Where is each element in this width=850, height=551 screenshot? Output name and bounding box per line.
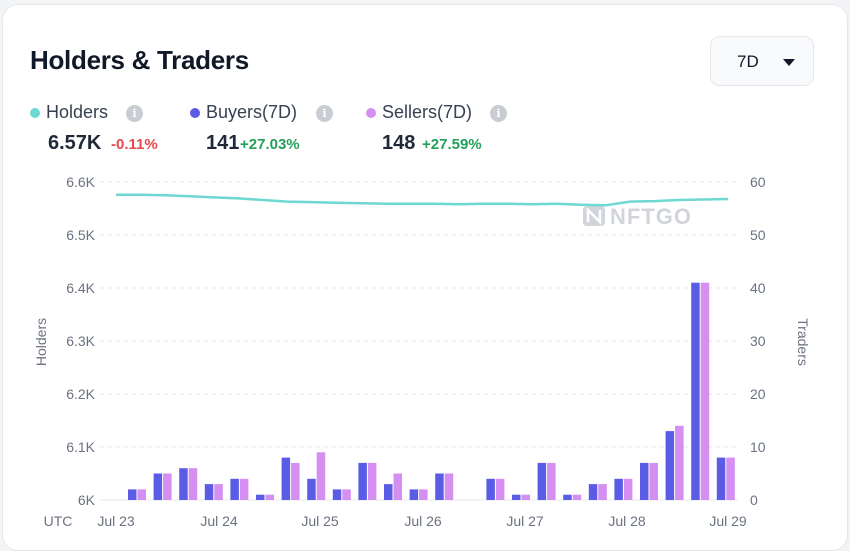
buyers-bar bbox=[486, 478, 495, 500]
left-axis-ticks: 6K 6.1K 6.2K 6.3K 6.4K 6.5K 6.6K bbox=[66, 174, 95, 508]
right-axis-tick-label: 40 bbox=[750, 280, 766, 296]
sellers-bar bbox=[726, 457, 735, 500]
buyers-bar bbox=[204, 484, 214, 500]
chevron-down-icon bbox=[783, 59, 795, 66]
x-axis-tick-label: Jul 25 bbox=[301, 513, 339, 529]
sellers-bar bbox=[623, 478, 633, 500]
info-icon[interactable]: i bbox=[316, 105, 333, 122]
buyers-bar bbox=[409, 489, 419, 500]
holders-line bbox=[116, 193, 729, 207]
sellers-bar bbox=[521, 494, 530, 500]
sellers-value: 148 bbox=[382, 132, 416, 154]
buyers-bar bbox=[384, 484, 393, 500]
sellers-label: Sellers(7D) bbox=[382, 102, 473, 122]
holders-change: -0.11% bbox=[111, 136, 158, 153]
buyers-bar bbox=[537, 462, 547, 500]
right-axis-tick-label: 10 bbox=[750, 439, 766, 455]
buyers-bar bbox=[435, 473, 444, 500]
right-axis-ticks: 0 10 20 30 40 50 60 bbox=[750, 174, 766, 508]
sellers-legend-dot bbox=[366, 108, 376, 118]
buyers-bar bbox=[588, 484, 598, 500]
sellers-bar bbox=[393, 473, 402, 500]
sellers-bar bbox=[419, 489, 428, 500]
period-dropdown[interactable]: 7D bbox=[710, 36, 814, 86]
sellers-bar bbox=[367, 462, 377, 500]
buyers-bar bbox=[179, 468, 188, 500]
buyers-bar bbox=[153, 473, 163, 500]
x-axis-tick-label: Jul 23 bbox=[97, 513, 135, 529]
chart-grid bbox=[100, 181, 738, 501]
buyers-bar bbox=[281, 457, 291, 500]
x-axis-tick-label: Jul 29 bbox=[709, 513, 747, 529]
sellers-bar bbox=[444, 473, 454, 500]
holders-value: 6.57K bbox=[48, 132, 102, 154]
buyers-change: +27.03% bbox=[240, 136, 300, 153]
left-axis-tick-label: 6.4K bbox=[66, 280, 95, 296]
card-title: Holders & Traders bbox=[30, 45, 249, 75]
sellers-bar bbox=[495, 478, 505, 500]
holders-legend-dot bbox=[30, 108, 40, 118]
left-axis-title: Holders bbox=[33, 318, 49, 366]
sellers-bar bbox=[137, 489, 146, 500]
left-axis-tick-label: 6.2K bbox=[66, 386, 95, 402]
sellers-bar bbox=[649, 462, 658, 500]
buyers-legend-dot bbox=[190, 108, 200, 118]
sellers-bar bbox=[700, 282, 710, 500]
right-axis-title: Traders bbox=[795, 318, 811, 366]
right-axis-tick-label: 30 bbox=[750, 333, 766, 349]
buyers-bar bbox=[640, 462, 649, 500]
sellers-bar bbox=[188, 468, 198, 500]
x-axis-tick-label: Jul 27 bbox=[506, 513, 544, 529]
x-axis-tick-label: UTC bbox=[44, 513, 73, 529]
nftgo-watermark: NFTGO bbox=[583, 204, 692, 229]
holders-line-series bbox=[116, 193, 729, 207]
info-icon[interactable]: i bbox=[490, 105, 507, 122]
right-axis-tick-label: 0 bbox=[750, 492, 758, 508]
sellers-bar bbox=[572, 494, 582, 500]
bar-series bbox=[128, 282, 735, 500]
watermark-text: NFTGO bbox=[610, 204, 692, 229]
buyers-bar bbox=[358, 462, 367, 500]
buyers-bar bbox=[512, 494, 521, 500]
sellers-bar bbox=[265, 494, 274, 500]
sellers-bar bbox=[291, 462, 300, 500]
sellers-bar bbox=[214, 484, 223, 500]
buyers-bar bbox=[716, 457, 726, 500]
period-value: 7D bbox=[737, 52, 759, 71]
x-axis-tick-label: Jul 26 bbox=[404, 513, 442, 529]
sellers-bar bbox=[598, 484, 607, 500]
sellers-bar bbox=[163, 473, 172, 500]
buyers-bar bbox=[614, 478, 623, 500]
left-axis-tick-label: 6.5K bbox=[66, 227, 95, 243]
buyers-bar bbox=[691, 282, 700, 500]
sellers-bar bbox=[547, 462, 556, 500]
buyers-value: 141 bbox=[206, 132, 240, 154]
right-axis-tick-label: 60 bbox=[750, 174, 766, 190]
sellers-bar bbox=[316, 452, 326, 500]
left-axis-tick-label: 6.6K bbox=[66, 174, 95, 190]
info-icon[interactable]: i bbox=[126, 105, 143, 122]
x-axis-tick-label: Jul 28 bbox=[608, 513, 646, 529]
x-axis-tick-label: Jul 24 bbox=[200, 513, 238, 529]
sellers-bar bbox=[675, 425, 684, 500]
right-axis-tick-label: 50 bbox=[750, 227, 766, 243]
buyers-label: Buyers(7D) bbox=[206, 102, 298, 122]
sellers-bar bbox=[239, 478, 249, 500]
sellers-bar bbox=[342, 489, 351, 500]
buyers-bar bbox=[563, 494, 572, 500]
holders-label: Holders bbox=[46, 102, 109, 122]
left-axis-tick-label: 6.3K bbox=[66, 333, 95, 349]
buyers-bar bbox=[332, 489, 342, 500]
x-axis-ticks: UTC Jul 23 Jul 24 Jul 25 Jul 26 Jul 27 Jul 28 J… bbox=[44, 513, 747, 529]
buyers-bar bbox=[307, 478, 316, 500]
buyers-bar bbox=[665, 431, 675, 500]
sellers-change: +27.59% bbox=[422, 136, 482, 153]
buyers-bar bbox=[256, 494, 265, 500]
buyers-bar bbox=[128, 489, 137, 500]
left-axis-tick-label: 6K bbox=[78, 492, 96, 508]
right-axis-tick-label: 20 bbox=[750, 386, 766, 402]
left-axis-tick-label: 6.1K bbox=[66, 439, 95, 455]
buyers-bar bbox=[230, 478, 239, 500]
